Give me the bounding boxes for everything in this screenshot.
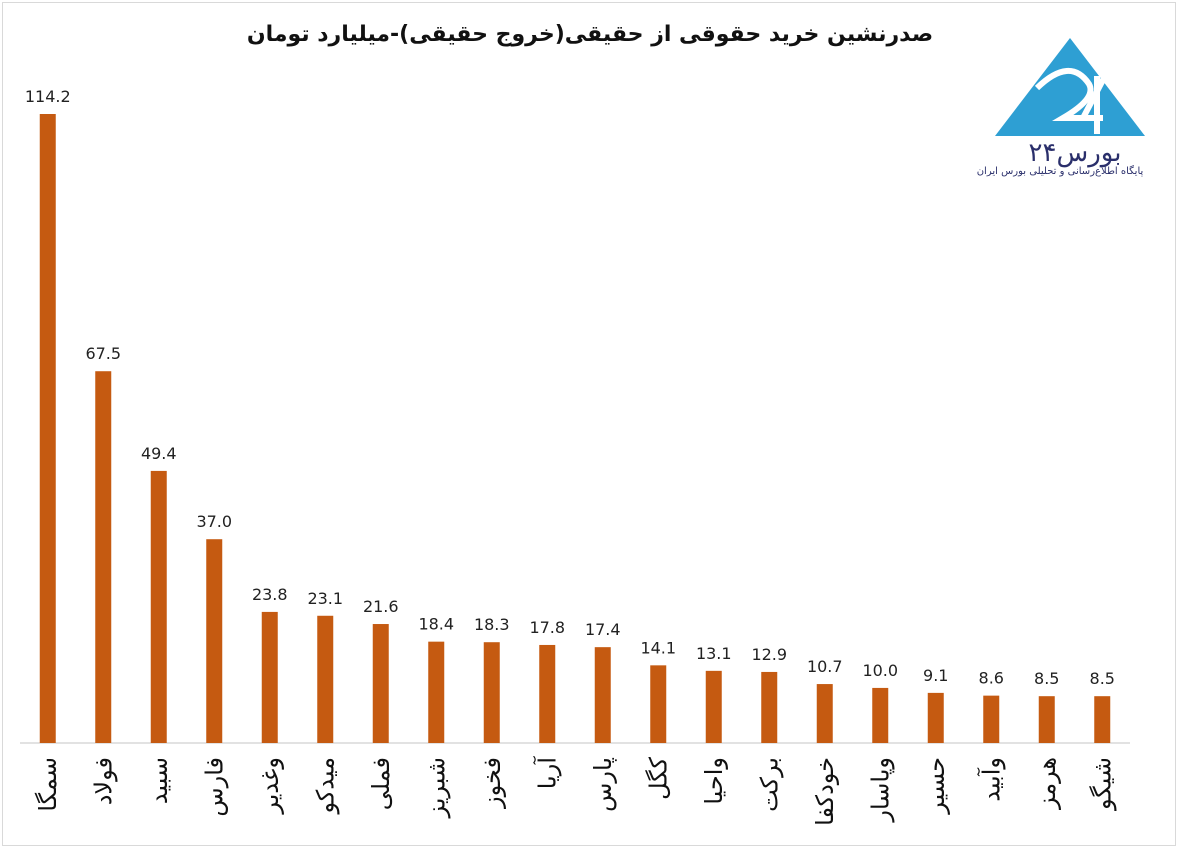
data-label: 23.8	[252, 585, 288, 604]
x-tick-label: سمگا	[34, 757, 62, 812]
bar	[483, 642, 500, 743]
data-label: 17.4	[585, 620, 621, 639]
data-label: 67.5	[85, 344, 121, 363]
x-tick-label: فخوز	[478, 757, 506, 809]
data-label: 8.6	[979, 669, 1004, 688]
x-tick-label: حسیر	[922, 757, 950, 815]
bar	[872, 687, 889, 743]
bar	[206, 539, 223, 743]
bar	[761, 671, 778, 743]
x-tick-label: پارس	[589, 757, 617, 812]
bar	[1094, 696, 1111, 743]
data-label: 37.0	[196, 512, 232, 531]
bar	[650, 665, 667, 743]
x-tick-label: برکت	[755, 757, 783, 812]
chart-title: صدرنشین خرید حقوقی از حقیقی(خروج حقیقی)-…	[246, 22, 934, 47]
x-tick-label: فولاد	[89, 757, 117, 805]
bar	[39, 114, 56, 743]
logo-tagline: پایگاه اطلاع‌رسانی و تحلیلی بورس ایران	[976, 166, 1144, 177]
data-label: 17.8	[529, 618, 565, 637]
x-tick-label: فملی	[367, 757, 395, 810]
data-label: 18.3	[474, 615, 510, 634]
bar	[983, 695, 1000, 743]
x-tick-label: وآبید	[976, 757, 1005, 802]
bar	[428, 641, 445, 743]
data-label: 49.4	[141, 444, 177, 463]
data-label: 23.1	[307, 589, 343, 608]
logo-name: بورس۲۴	[1028, 138, 1122, 168]
data-label: 8.5	[1034, 669, 1059, 688]
x-tick-label: شبریز	[422, 757, 450, 819]
data-label: 12.9	[751, 645, 787, 664]
x-tick-label: وغدیر	[256, 757, 284, 815]
data-label: 21.6	[363, 597, 399, 616]
x-tick-label: آریا	[532, 756, 561, 790]
bar	[594, 647, 611, 743]
bar	[317, 615, 334, 743]
bar	[372, 624, 389, 743]
bar	[95, 371, 112, 743]
x-tick-label: کگل	[644, 756, 672, 799]
x-tick-label: وپاسار	[866, 757, 894, 823]
data-label: 18.4	[418, 615, 454, 634]
x-tick-label: واحیا	[700, 757, 728, 805]
bar	[1038, 696, 1055, 743]
data-label: 8.5	[1090, 669, 1115, 688]
bar	[816, 684, 833, 743]
x-tick-label: سبید	[145, 757, 173, 804]
x-tick-label: میدکو	[311, 757, 339, 815]
x-tick-label: فارس	[200, 757, 228, 817]
data-label: 14.1	[640, 638, 676, 657]
bar	[261, 611, 278, 743]
data-label: 114.2	[25, 87, 71, 106]
data-label: 9.1	[923, 666, 948, 685]
x-tick-label: شیگو	[1088, 757, 1116, 811]
bar	[539, 644, 556, 743]
bar	[150, 470, 167, 743]
bar	[705, 670, 722, 743]
data-label: 10.7	[807, 657, 843, 676]
data-label: 10.0	[862, 661, 898, 680]
bar	[927, 692, 944, 743]
data-label: 13.1	[696, 644, 732, 663]
logo-icon	[995, 38, 1145, 136]
x-tick-label: خودکفا	[811, 757, 839, 826]
x-tick-label: هرمز	[1033, 757, 1061, 810]
